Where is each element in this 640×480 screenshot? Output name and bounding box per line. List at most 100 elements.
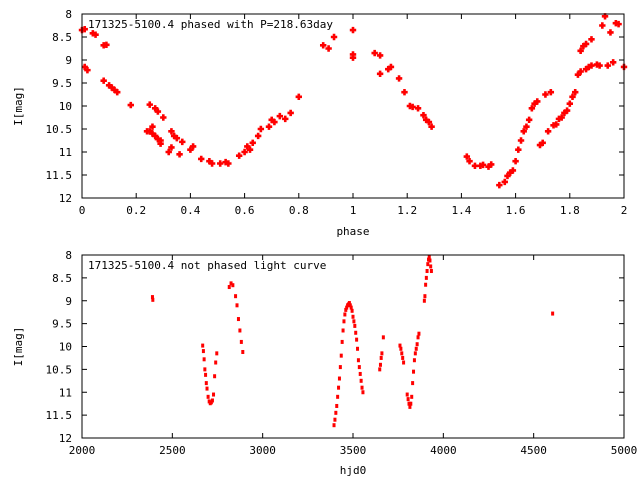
phased-data-point (471, 162, 479, 169)
phased-data-point (420, 112, 427, 119)
unphased-xtick-label: 5000 (611, 444, 638, 457)
phased-data-point (160, 114, 167, 121)
phased-plot-points (78, 13, 628, 189)
unphased-data-point (151, 297, 155, 302)
unphased-data-point (344, 307, 348, 312)
phased-data-point (146, 128, 153, 135)
phased-data-point (100, 77, 107, 84)
unphased-data-point (336, 394, 340, 399)
phased-data-point (165, 148, 172, 156)
phased-data-point (276, 112, 284, 120)
phased-xtick-label: 1 (350, 204, 357, 217)
phased-data-point (509, 167, 517, 174)
unphased-data-point (416, 335, 420, 340)
unphased-data-point (236, 317, 240, 322)
phased-ytick-label: 9.5 (52, 77, 72, 90)
phased-data-point (81, 63, 88, 71)
unphased-data-point (229, 281, 233, 286)
phased-data-point (371, 49, 378, 57)
phased-data-point (349, 54, 357, 61)
phased-data-point (271, 118, 278, 126)
unphased-data-point (339, 353, 343, 358)
unphased-ytick-label: 9 (65, 295, 72, 308)
unphased-data-point (358, 371, 362, 376)
phased-data-point (401, 89, 408, 96)
unphased-data-point (345, 305, 349, 310)
phased-data-point (479, 161, 487, 169)
phased-xtick-label: 2 (621, 204, 628, 217)
unphased-xtick-label: 2000 (69, 444, 96, 457)
unphased-data-point (349, 305, 353, 310)
phased-ytick-label: 9 (65, 54, 72, 67)
phased-data-point (187, 146, 194, 153)
phased-data-point (563, 107, 571, 114)
phased-data-point (558, 114, 565, 121)
unphased-ytick-label: 11 (59, 386, 72, 399)
phased-data-point (235, 152, 243, 159)
unphased-data-point (423, 294, 427, 299)
unphased-data-point (428, 258, 432, 263)
phased-xtick-label: 0 (79, 204, 86, 217)
unphased-data-point (212, 392, 216, 397)
phased-data-point (114, 89, 121, 96)
phased-data-point (225, 160, 232, 167)
unphased-xtick-label: 2500 (159, 444, 186, 457)
unphased-data-point (398, 343, 402, 348)
phased-xtick-label: 1.8 (560, 204, 580, 217)
unphased-data-point (231, 283, 235, 288)
unphased-data-point (333, 417, 337, 422)
unphased-data-point (405, 392, 409, 397)
phased-data-point (222, 158, 229, 166)
phased-xtick-label: 0.8 (289, 204, 309, 217)
unphased-data-point (337, 376, 341, 381)
phased-data-point (485, 163, 492, 170)
phased-data-point (92, 31, 99, 38)
unphased-data-point (400, 351, 404, 356)
unphased-data-point (347, 301, 351, 306)
phased-data-point (555, 115, 563, 123)
unphased-data-point (234, 294, 238, 299)
unphased-data-point (407, 401, 411, 406)
phased-data-point (395, 75, 403, 82)
unphased-data-point (352, 319, 356, 324)
unphased-data-point (426, 262, 430, 267)
phased-data-point (376, 70, 384, 77)
phased-data-point (506, 169, 514, 176)
phased-data-point (108, 84, 116, 91)
phased-data-point (168, 128, 175, 135)
unphased-data-point (357, 365, 361, 370)
unphased-data-point (359, 378, 363, 383)
unphased-data-point (401, 355, 405, 360)
phased-data-point (376, 52, 384, 59)
phased-data-point (111, 86, 118, 94)
phased-data-point (151, 132, 159, 140)
phased-data-point (422, 116, 430, 123)
unphased-data-point (340, 339, 344, 344)
unphased-ytick-label: 8.5 (52, 272, 72, 285)
unphased-data-point (350, 308, 354, 313)
unphased-data-point (203, 367, 207, 372)
phased-data-point (425, 118, 433, 126)
unphased-data-point (214, 360, 218, 365)
unphased-data-point (239, 339, 243, 344)
unphased-data-point (415, 342, 419, 347)
unphased-data-point (213, 374, 217, 379)
phased-xtick-label: 1.2 (397, 204, 417, 217)
phased-data-point (496, 181, 503, 189)
unphased-plot-ylabel: I[mag] (12, 327, 25, 367)
phased-data-point (520, 128, 527, 135)
phased-data-point (512, 158, 519, 165)
unphased-data-point (412, 369, 416, 374)
phased-data-point (488, 161, 495, 168)
unphased-data-point (202, 357, 206, 362)
phased-ytick-label: 11.5 (46, 169, 73, 182)
unphased-data-point (150, 295, 154, 300)
unphased-xtick-label: 3500 (340, 444, 367, 457)
phased-data-point (157, 137, 164, 144)
phased-data-point (607, 29, 614, 36)
unphased-data-point (210, 398, 214, 403)
phased-data-point (577, 47, 584, 54)
phased-data-point (599, 22, 606, 29)
phased-data-point (387, 63, 395, 71)
phased-data-point (525, 116, 533, 123)
